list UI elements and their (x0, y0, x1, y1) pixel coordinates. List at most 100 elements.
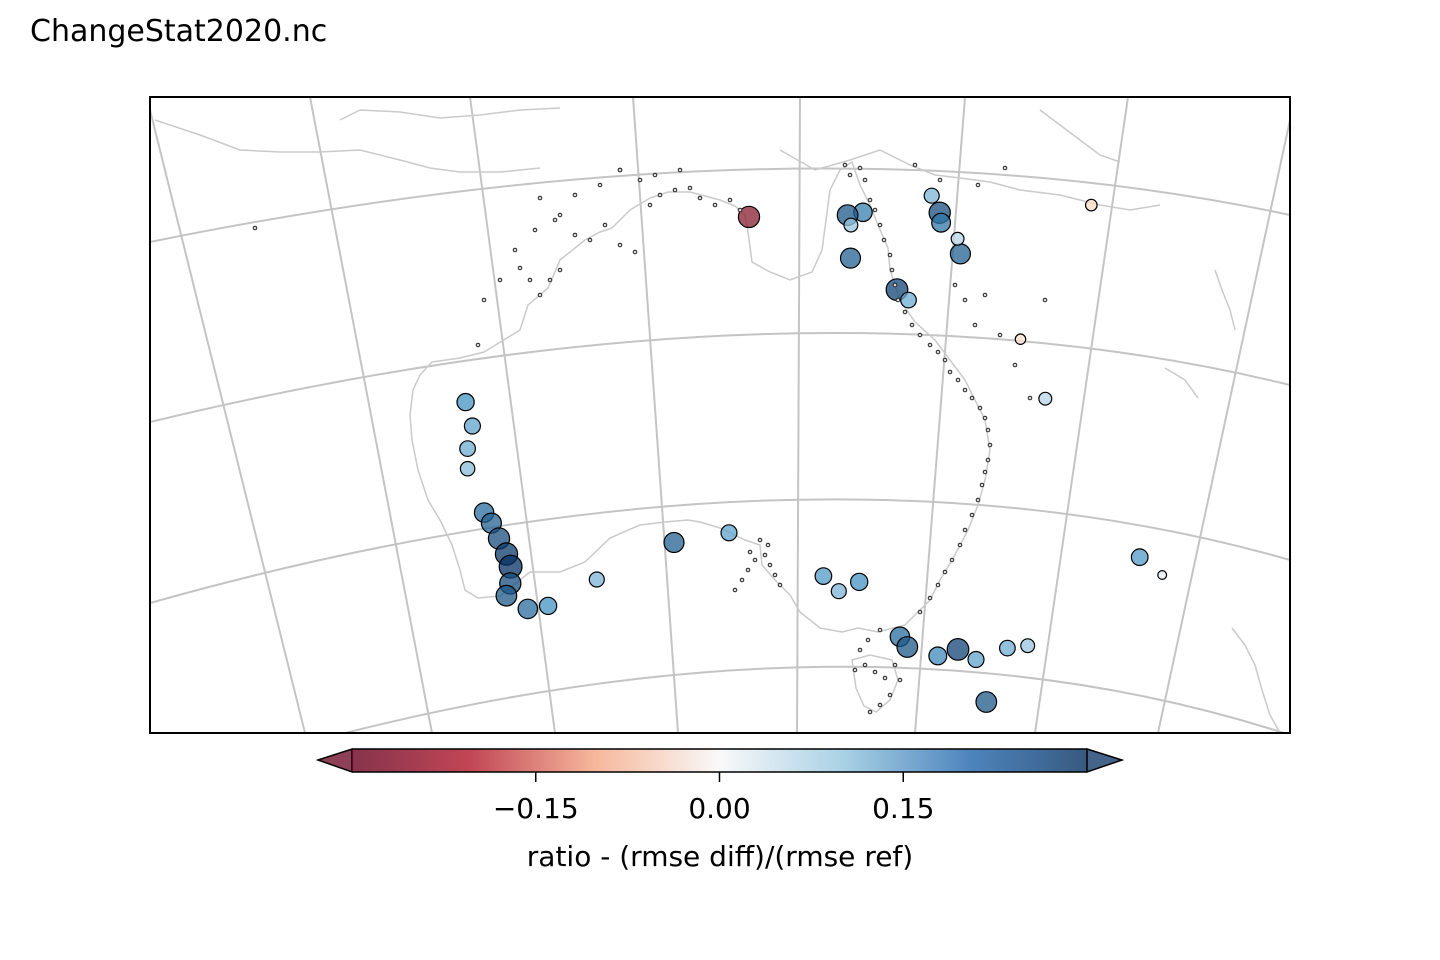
minor-station-marker (942, 569, 948, 575)
minor-station-marker (547, 277, 553, 283)
meridian-line-2 (309, 97, 433, 733)
minor-station-marker (975, 497, 981, 503)
minor-station-markers (252, 162, 1048, 715)
minor-station-marker (865, 637, 871, 643)
station-marker (839, 247, 862, 269)
minor-station-marker (935, 582, 941, 588)
minor-station-marker (982, 415, 988, 421)
map-content (150, 97, 1290, 733)
minor-station-marker (895, 297, 901, 303)
station-marker (814, 567, 833, 585)
station-marker (946, 638, 970, 661)
map-frame (149, 96, 1291, 734)
minor-station-marker (952, 282, 958, 288)
coastline-solomons (1039, 109, 1121, 163)
minor-station-marker (527, 277, 533, 283)
minor-station-marker (985, 457, 991, 463)
minor-station-marker (912, 162, 918, 168)
minor-station-marker (712, 202, 718, 208)
minor-station-marker (877, 222, 883, 228)
minor-station-marker (949, 557, 955, 563)
coastline-mainland (409, 160, 991, 633)
colorbar-tick-label: −0.15 (492, 792, 579, 825)
latitude-line-20s (150, 332, 1290, 423)
minor-station-marker (942, 357, 948, 363)
latitude-line-40s (341, 665, 1288, 733)
station-marker (896, 636, 919, 658)
minor-station-marker (917, 609, 923, 615)
minor-station-marker (752, 557, 758, 563)
minor-station-marker (847, 172, 853, 178)
colorbar-gradient (352, 749, 1087, 772)
meridian-line-8 (1157, 119, 1290, 733)
minor-station-marker (987, 442, 993, 448)
minor-station-marker (842, 162, 848, 168)
station-marker (923, 187, 940, 204)
minor-station-marker (867, 709, 873, 715)
minor-station-marker (652, 172, 658, 178)
station-marker (588, 571, 605, 588)
minor-station-marker (587, 237, 593, 243)
coastline-new-zealand (1231, 627, 1281, 733)
coastline-vanuatu (1214, 269, 1236, 331)
minor-station-marker (927, 342, 933, 348)
minor-station-marker (867, 197, 873, 203)
minor-station-marker (969, 395, 975, 401)
minor-station-marker (497, 277, 503, 283)
minor-station-marker (937, 177, 943, 183)
coastline-indonesia-1 (154, 119, 541, 173)
station-marker (900, 291, 917, 309)
minor-station-marker (532, 227, 538, 233)
minor-station-marker (877, 627, 883, 633)
minor-station-marker (772, 572, 778, 578)
minor-station-marker (862, 177, 868, 183)
minor-station-marker (765, 542, 771, 548)
minor-station-marker (252, 225, 258, 231)
minor-station-marker (887, 252, 893, 258)
station-marker (949, 243, 972, 265)
minor-station-marker (882, 675, 888, 681)
colorbar-extend-max (1086, 747, 1125, 774)
minor-station-marker (982, 292, 988, 298)
minor-station-marker (877, 702, 883, 708)
minor-station-marker (1042, 297, 1048, 303)
minor-station-marker (1012, 362, 1018, 368)
minor-station-marker (979, 482, 985, 488)
minor-station-marker (597, 182, 603, 188)
minor-station-marker (857, 647, 863, 653)
colorbar (315, 747, 1125, 782)
station-marker (459, 440, 477, 458)
latitude-line-10s (150, 167, 1290, 243)
minor-station-marker (537, 195, 543, 201)
minor-station-marker (572, 192, 578, 198)
minor-station-marker (697, 195, 703, 201)
meridian-line-6 (914, 97, 966, 733)
minor-station-marker (777, 582, 783, 588)
colorbar-extend-min (315, 747, 353, 774)
minor-station-marker (969, 512, 975, 518)
minor-station-marker (985, 427, 991, 433)
minor-station-marker (977, 405, 983, 411)
minor-station-marker (935, 349, 941, 355)
station-marker (737, 205, 761, 229)
station-marker (850, 572, 869, 592)
minor-station-marker (739, 577, 745, 583)
minor-station-marker (897, 677, 903, 683)
minor-station-marker (909, 322, 915, 328)
station-marker (843, 217, 859, 233)
colorbar-ticks (535, 772, 904, 782)
minor-station-marker (962, 387, 968, 393)
minor-station-marker (737, 207, 743, 213)
minor-station-marker (927, 595, 933, 601)
minor-station-marker (557, 267, 563, 273)
minor-station-marker (572, 232, 578, 238)
coastline-new-caledonia (1164, 367, 1199, 399)
minor-station-marker (862, 662, 868, 668)
minor-station-marker (732, 587, 738, 593)
meridian-line-7 (1034, 97, 1129, 733)
station-marker (463, 417, 481, 435)
minor-station-marker (857, 165, 863, 171)
minor-station-marker (955, 377, 961, 383)
station-marker (720, 524, 738, 542)
minor-station-marker (727, 197, 733, 203)
